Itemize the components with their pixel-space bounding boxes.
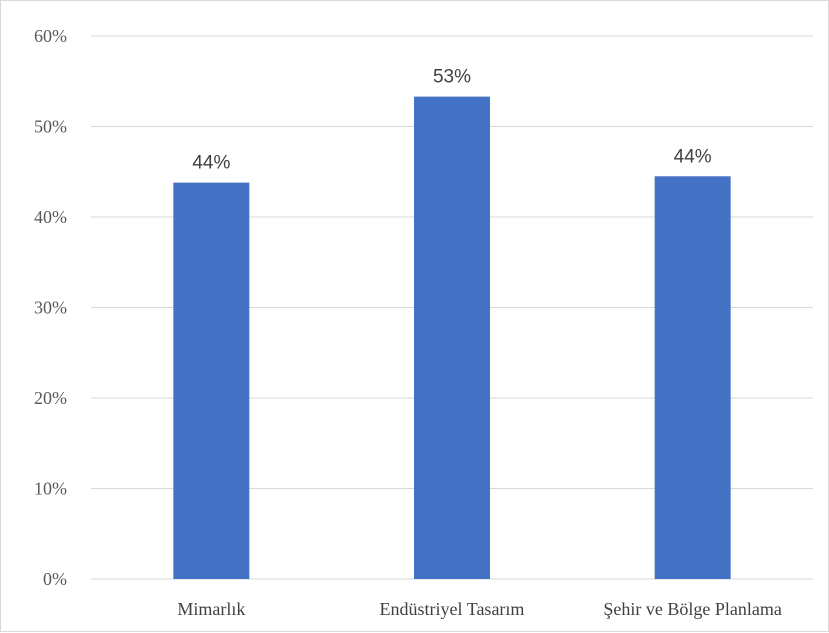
x-axis-categories: Mimarlık Endüstriyel Tasarım Şehir ve Bölg… bbox=[177, 599, 782, 619]
y-tick-label: 10% bbox=[34, 479, 67, 499]
y-tick-label: 40% bbox=[34, 207, 67, 227]
data-label: 44% bbox=[192, 153, 230, 174]
x-category-label: Şehir ve Bölge Planlama bbox=[603, 599, 781, 619]
data-labels: 44% 53% 44% bbox=[192, 67, 711, 174]
bar bbox=[414, 96, 490, 579]
bars bbox=[173, 96, 731, 580]
x-category-label: Endüstriyel Tasarım bbox=[380, 599, 525, 619]
y-axis-ticks: 0% 10% 20% 30% 40% 50% 60% bbox=[34, 26, 67, 589]
y-tick-label: 0% bbox=[43, 569, 67, 589]
y-tick-label: 30% bbox=[34, 298, 67, 318]
x-category-label: Mimarlık bbox=[177, 599, 245, 619]
data-label: 44% bbox=[674, 146, 712, 167]
y-tick-label: 20% bbox=[34, 388, 67, 408]
y-tick-label: 50% bbox=[34, 117, 67, 137]
bar bbox=[654, 176, 731, 579]
y-tick-label: 60% bbox=[34, 26, 67, 46]
bar bbox=[173, 182, 250, 580]
data-label: 53% bbox=[433, 67, 471, 88]
